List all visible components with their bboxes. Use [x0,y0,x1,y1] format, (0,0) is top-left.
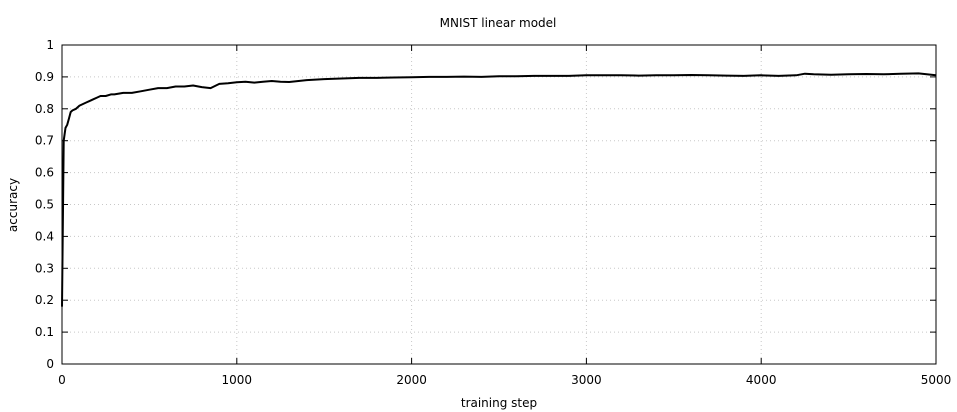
x-tick-label: 4000 [746,373,777,387]
y-tick-label: 0.6 [35,166,54,180]
y-axis-label: accuracy [6,178,20,232]
x-axis-label: training step [461,396,537,410]
y-tick-label: 0.7 [35,134,54,148]
y-tick-label: 0.5 [35,198,54,212]
x-tick-label: 5000 [921,373,952,387]
y-tick-label: 0.4 [35,229,54,243]
chart-title: MNIST linear model [440,16,557,30]
x-tick-label: 1000 [222,373,253,387]
y-tick-label: 1 [46,38,54,52]
series-group [61,72,937,307]
x-tick-label: 3000 [571,373,602,387]
plot-frame [61,44,937,365]
x-tick-label: 0 [58,373,66,387]
y-tick-label: 0.9 [35,70,54,84]
grid [62,45,936,364]
y-tick-label: 0 [46,357,54,371]
series-line-0 [61,72,937,307]
axis-ticks: 0 0.1 0.2 0.3 0.4 0.5 0.6 0.7 0.8 0.9 1 0 1000 2000 30… [35,38,951,387]
y-tick-label: 0.1 [35,325,54,339]
y-tick-label: 0.2 [35,293,54,307]
y-tick-label: 0.3 [35,261,54,275]
y-tick-label: 0.8 [35,102,54,116]
x-tick-label: 2000 [396,373,427,387]
